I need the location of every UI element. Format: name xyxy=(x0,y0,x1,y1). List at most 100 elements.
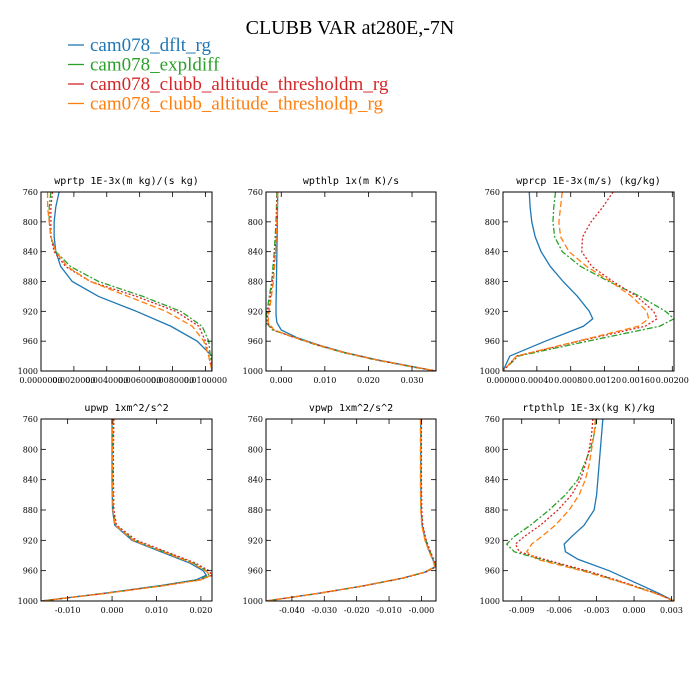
ytick-label: 840 xyxy=(485,476,500,485)
ytick-label: 880 xyxy=(248,278,263,287)
panel-frame-5 xyxy=(502,418,675,602)
panel-2-series-2 xyxy=(503,192,658,371)
ytick-label: 800 xyxy=(23,218,38,227)
xtick-label: 0.0020000 xyxy=(52,376,95,385)
legend-label-0: cam078_dflt_rg xyxy=(90,35,212,56)
xtick-label: 0.000 xyxy=(623,606,646,615)
panel-4-series-0 xyxy=(266,419,436,601)
ytick-label: 800 xyxy=(23,445,38,454)
panel-5-series-2 xyxy=(514,419,674,601)
panel-1-series-2 xyxy=(266,192,436,371)
panel-title-1: wpthlp 1x(m K)/s xyxy=(303,176,399,187)
ytick-label: 760 xyxy=(485,188,500,197)
xtick-label: 0.010 xyxy=(145,606,168,615)
panel-0: wprtp 1E-3x(m kg)/(s kg) 760 800 840 880 920 9… xyxy=(18,176,227,385)
ytick-label: 960 xyxy=(248,567,263,576)
xtick-label: -0.010 xyxy=(55,606,81,615)
panel-0-series-2 xyxy=(50,192,212,371)
panel-frame-4 xyxy=(265,418,437,602)
ytick-label: 1000 xyxy=(480,597,500,606)
xtick-label: 0.010 xyxy=(313,376,336,385)
ytick-label: 800 xyxy=(485,445,500,454)
ytick-label: 880 xyxy=(23,506,38,515)
ytick-label: 760 xyxy=(23,188,38,197)
panel-1-series-3 xyxy=(267,192,436,371)
xtick-label: 0.00200 xyxy=(656,376,689,385)
legend-label-3: cam078_clubb_altitude_thresholdp_rg xyxy=(90,94,384,115)
xtick-label: -0.009 xyxy=(509,606,535,615)
xtick-label: 0.00040 xyxy=(520,376,553,385)
panel-1-series-1 xyxy=(266,192,436,371)
ytick-label: 920 xyxy=(248,536,263,545)
ytick-label: 920 xyxy=(485,307,500,316)
ytick-label: 760 xyxy=(23,415,38,424)
panel-1-series-0 xyxy=(275,192,436,371)
panel-0-series-1 xyxy=(48,192,212,371)
xtick-label: -0.020 xyxy=(344,606,370,615)
ytick-label: 920 xyxy=(248,307,263,316)
xtick-label: -0.010 xyxy=(376,606,402,615)
legend-label-1: cam078_expldiff xyxy=(90,55,220,76)
ytick-label: 960 xyxy=(23,567,38,576)
xtick-label: -0.030 xyxy=(311,606,337,615)
panel-0-series-0 xyxy=(53,192,212,371)
panel-title-3: upwp 1xm^2/s^2 xyxy=(84,403,168,414)
ytick-label: 1000 xyxy=(18,367,38,376)
panel-frame-2 xyxy=(502,191,675,372)
ytick-label: 920 xyxy=(23,536,38,545)
xtick-label: 0.0100000 xyxy=(184,376,227,385)
ytick-label: 840 xyxy=(485,248,500,257)
figure-title: CLUBB VAR at280E,-7N xyxy=(246,17,455,39)
ytick-label: 880 xyxy=(485,506,500,515)
ytick-label: 800 xyxy=(248,445,263,454)
panel-title-4: vpwp 1xm^2/s^2 xyxy=(309,403,393,414)
panel-frame-3 xyxy=(40,418,213,602)
ytick-label: 880 xyxy=(23,278,38,287)
ytick-label: 800 xyxy=(248,218,263,227)
ytick-label: 960 xyxy=(485,337,500,346)
panel-title-2: wprcp 1E-3x(m/s) (kg/kg) xyxy=(516,176,661,187)
xtick-label: 0.030 xyxy=(401,376,424,385)
legend-label-2: cam078_clubb_altitude_thresholdm_rg xyxy=(90,74,389,95)
panel-2-series-3 xyxy=(503,192,650,371)
ytick-label: 880 xyxy=(485,278,500,287)
panel-2-series-0 xyxy=(503,192,594,371)
panel-3-series-3 xyxy=(41,419,212,601)
ytick-label: 840 xyxy=(248,476,263,485)
panel-3-series-2 xyxy=(41,419,212,601)
xtick-label: -0.000 xyxy=(409,606,435,615)
panels: wprtp 1E-3x(m kg)/(s kg) 760 800 840 880 920 9… xyxy=(18,176,689,615)
xtick-label: 0.003 xyxy=(660,606,683,615)
ytick-label: 880 xyxy=(248,506,263,515)
ytick-label: 960 xyxy=(485,567,500,576)
panel-4-series-3 xyxy=(266,419,436,601)
panel-title-0: wprtp 1E-3x(m kg)/(s kg) xyxy=(54,176,199,187)
ytick-label: 800 xyxy=(485,218,500,227)
ytick-label: 760 xyxy=(248,188,263,197)
ytick-label: 960 xyxy=(248,337,263,346)
xtick-label: 0.00160 xyxy=(622,376,655,385)
ytick-label: 1000 xyxy=(243,597,263,606)
ytick-label: 840 xyxy=(23,476,38,485)
xtick-label: 0.0040000 xyxy=(85,376,128,385)
ytick-label: 1000 xyxy=(480,367,500,376)
xtick-label: -0.006 xyxy=(546,606,572,615)
xtick-label: -0.040 xyxy=(279,606,305,615)
xtick-label: 0.00080 xyxy=(554,376,587,385)
xtick-label: 0.00000 xyxy=(486,376,519,385)
panel-frame-0 xyxy=(40,191,213,372)
panel-2-series-1 xyxy=(503,192,674,371)
ytick-label: 840 xyxy=(248,248,263,257)
ytick-label: 760 xyxy=(248,415,263,424)
panel-5-series-0 xyxy=(563,419,674,601)
ytick-label: 840 xyxy=(23,248,38,257)
panel-5: rtpthlp 1E-3x(kg K)/kg 760 800 840 880 920 960… xyxy=(480,403,683,615)
ytick-label: 760 xyxy=(485,415,500,424)
ytick-label: 960 xyxy=(23,337,38,346)
xtick-label: 0.0060000 xyxy=(118,376,161,385)
panel-3-series-0 xyxy=(41,419,208,601)
xtick-label: 0.00120 xyxy=(588,376,621,385)
ytick-label: 1000 xyxy=(18,597,38,606)
xtick-label: 0.000 xyxy=(270,376,293,385)
